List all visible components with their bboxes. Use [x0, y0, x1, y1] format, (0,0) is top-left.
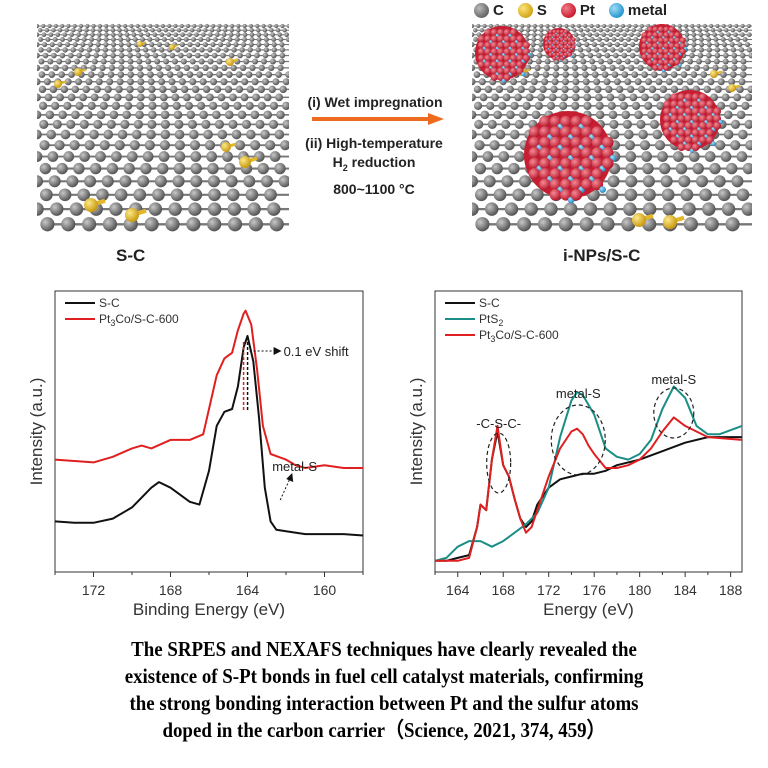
sulfur-atom [84, 198, 98, 212]
peak-annotation: metal-S [651, 372, 696, 387]
sulfur-atom [125, 208, 139, 222]
plot-frame [54, 290, 364, 573]
alloy-nanoparticle [475, 26, 532, 83]
reduction-text: reduction [347, 154, 416, 170]
legend-label: Pt3Co/S-C-600 [99, 312, 179, 328]
y-axis-label: Intensity (a.u.) [27, 378, 46, 486]
inps-s-c-lattice-illustration [472, 23, 752, 232]
x-tick-label: 180 [628, 582, 652, 598]
s-c-label: S-C [116, 246, 146, 265]
shift-annotation: 0.1 eV shift [284, 344, 349, 359]
step-2-line-1: (ii) High-temperature [305, 135, 443, 151]
h2-subscript: 2 [342, 162, 348, 173]
alloy-nanoparticle [660, 90, 723, 153]
metal-s-arrow-head-icon [286, 473, 294, 482]
caption-line-1: The SRPES and NEXAFS techniques have cle… [131, 637, 637, 661]
step-1-label: (i) Wet impregnation [307, 94, 443, 110]
highlight-ellipse [550, 404, 606, 476]
sulfur-atom-icon [517, 3, 533, 18]
sulfur-atom [226, 58, 234, 66]
alloy-nanoparticle [524, 111, 617, 204]
shift-arrow-head-icon [273, 347, 282, 355]
alloy-nanoparticle [543, 28, 577, 62]
alloy-nanoparticle [639, 24, 688, 73]
legend-s-label: S [536, 2, 547, 19]
highlight-ellipse [486, 432, 512, 494]
sulfur-atom [54, 80, 62, 88]
legend-label: S-C [99, 296, 120, 310]
temperature-range: 800~1100 °C [333, 180, 415, 197]
peak-annotation: metal-S [556, 386, 601, 401]
sulfur-atom [663, 215, 677, 229]
series-line-pt-co-s-c-600 [435, 416, 743, 562]
legend-label: Pt3Co/S-C-600 [479, 328, 559, 344]
x-tick-label: 168 [159, 582, 183, 598]
highlight-ellipse [653, 387, 695, 439]
sulfur-atom [169, 44, 175, 50]
plot-frame [434, 290, 743, 573]
sulfur-atom [137, 41, 143, 47]
legend-label: S-C [479, 296, 500, 310]
y-axis-label: Intensity (a.u.) [407, 378, 426, 486]
metal-s-arrow [279, 477, 291, 501]
srpes-chart: 172 168 164 160 Binding Energy (eV) Intensity… [27, 290, 364, 619]
caption-line-4: doped in the carbon carrier（Science, 202… [162, 718, 606, 742]
x-tick-label: 164 [236, 582, 260, 598]
sulfur-atom [632, 213, 646, 227]
x-tick-label: 160 [313, 582, 337, 598]
legend-c-label: C [493, 2, 504, 19]
sulfur-atom [221, 142, 231, 152]
x-tick-label: 168 [492, 582, 516, 598]
x-tick-label: 188 [719, 582, 743, 598]
peak-annotation: -C-S-C- [476, 416, 521, 431]
step-2-line-2: H2 reduction [285, 153, 463, 178]
series-line-s-c [54, 335, 364, 537]
x-axis-label: Binding Energy (eV) [133, 600, 285, 619]
h2-symbol: H [332, 154, 343, 170]
x-tick-label: 184 [673, 582, 697, 598]
legend-pt-label: Pt [579, 2, 595, 19]
platinum-atom-icon [560, 3, 576, 18]
nexafs-chart: 164 168 172 176 180 184 188 Energy (eV) Intensit… [407, 290, 743, 619]
figure-caption: The SRPES and NEXAFS techniques have cle… [38, 636, 729, 744]
atom-legend: C S Pt metal [474, 2, 667, 19]
x-tick-label: 164 [446, 582, 470, 598]
caption-line-2: existence of S-Pt bonds in fuel cell cat… [124, 664, 644, 688]
sulfur-atom [239, 156, 251, 168]
carbon-atom-icon [474, 3, 489, 18]
s-c-lattice-illustration [37, 23, 289, 232]
x-tick-label: 172 [82, 582, 106, 598]
scheme-panel: C S Pt metal (i) Wet impregnation (ii) H… [0, 0, 768, 280]
metal-s-annotation: metal-S [272, 459, 317, 474]
process-arrow-icon [312, 113, 444, 125]
carbon-lattice [37, 23, 289, 232]
series-line-pt-co-s-c-600 [54, 309, 363, 469]
step-2-label: (ii) High-temperature H2 reduction 800~1… [285, 134, 463, 199]
sulfur-atom [728, 84, 736, 92]
x-tick-label: 176 [583, 582, 607, 598]
metal-atom-icon [608, 3, 624, 18]
caption-line-3: the strong bonding interaction between P… [129, 691, 639, 715]
sulfur-atom [710, 70, 718, 78]
series-line-pts- [434, 385, 743, 562]
inps-s-c-label: i-NPs/S-C [563, 246, 641, 265]
legend-metal-label: metal [627, 2, 668, 19]
x-tick-label: 172 [537, 582, 561, 598]
legend-label: PtS2 [479, 312, 503, 328]
x-axis-label: Energy (eV) [543, 600, 634, 619]
sulfur-atom [74, 68, 82, 76]
